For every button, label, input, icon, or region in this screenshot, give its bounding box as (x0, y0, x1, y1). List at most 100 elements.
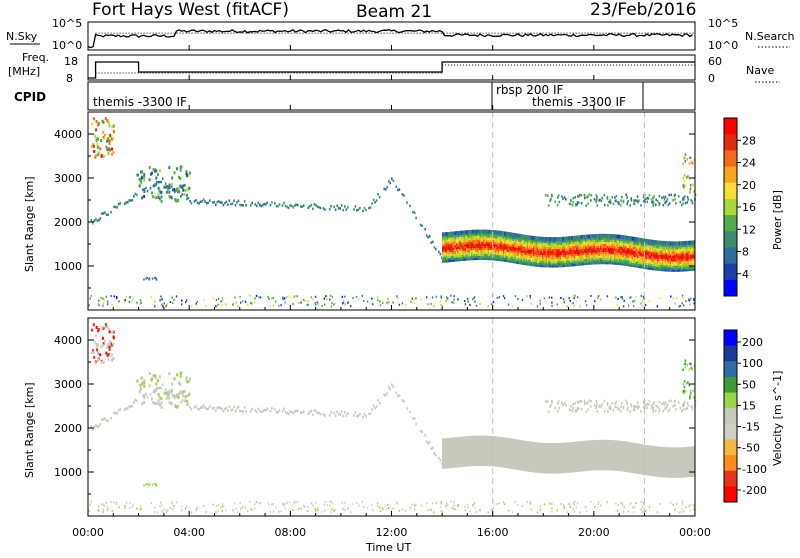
power-cell (249, 295, 250, 297)
velocity-cell (171, 402, 173, 405)
velocity-cell (320, 413, 322, 416)
velocity-cell (133, 401, 135, 404)
velocity-cell (109, 355, 111, 358)
power-cell (453, 299, 454, 301)
velocity-cell (180, 401, 182, 404)
power-cell (116, 206, 118, 209)
velocity-cell (119, 408, 121, 411)
power-cell (338, 207, 340, 210)
power-cell (304, 300, 305, 302)
power-cell (159, 169, 161, 172)
power-cell (388, 298, 389, 300)
power-cell (613, 203, 615, 206)
velocity-cell (195, 405, 197, 408)
power-cell (673, 298, 674, 300)
power-cell (385, 188, 387, 191)
power-cell (590, 295, 591, 297)
power-cell (91, 123, 93, 126)
power-cell (162, 177, 164, 180)
velocity-cell (160, 387, 162, 390)
power-cell (453, 295, 454, 297)
power-cell (558, 194, 560, 197)
power-cell (104, 211, 106, 214)
power-cell (562, 198, 564, 201)
power-cell (110, 211, 112, 214)
velocity-cell (171, 389, 173, 392)
power-cell (267, 296, 268, 298)
power-cell (577, 296, 578, 298)
power-cell (294, 295, 295, 297)
power-cell (167, 303, 168, 305)
velocity-cell (135, 399, 137, 402)
cpid-segment-3: themis -3300 IF (532, 95, 626, 109)
velocity-cell (165, 388, 167, 391)
power-cell (503, 295, 504, 297)
power-cell (102, 138, 104, 141)
power-cell (633, 305, 634, 307)
power-cell (386, 302, 387, 304)
velocity-cell (176, 394, 178, 397)
power-cell (154, 301, 155, 303)
velocity-cell (159, 375, 161, 378)
power-cell (640, 303, 641, 305)
velocity-cell (368, 413, 370, 416)
power-cell (114, 295, 115, 297)
power-cell (693, 298, 694, 300)
velocity-cell (161, 401, 163, 404)
power-cell (373, 199, 375, 202)
power-cell (356, 296, 357, 298)
power-cell (241, 204, 243, 207)
power-cell (173, 299, 174, 301)
power-cell (659, 297, 660, 299)
power-cell (197, 202, 199, 205)
power-cell (687, 201, 689, 204)
velocity-cell (434, 452, 436, 455)
power-cell (102, 131, 104, 134)
power-cell (180, 195, 182, 198)
power-cell (245, 204, 247, 207)
power-cell (112, 137, 114, 140)
power-cell (578, 201, 580, 204)
power-cell (624, 300, 625, 302)
velocity-cell (173, 394, 175, 397)
velocity-cell (385, 394, 387, 397)
power-cell (622, 296, 623, 298)
power-cell (669, 202, 671, 205)
power-cell (260, 296, 261, 298)
power-cell (651, 198, 653, 201)
power-cell (93, 150, 95, 153)
velocity-cell (179, 383, 181, 386)
velocity-cell (265, 409, 267, 412)
power-cell (115, 206, 117, 209)
power-cell (374, 201, 376, 204)
power-cell (491, 303, 492, 305)
power-cell (645, 197, 647, 200)
power-cell (402, 193, 404, 196)
power-cell (213, 298, 214, 300)
power-cell (358, 298, 359, 300)
power-cell (406, 201, 408, 204)
power-cell (280, 304, 281, 306)
power-cell (467, 298, 468, 300)
velocity-cell (270, 410, 272, 413)
power-cell (570, 300, 571, 302)
power-cell (616, 195, 618, 198)
power-cell (112, 304, 113, 306)
power-cell (537, 306, 538, 308)
power-cell (683, 304, 684, 306)
power-cell (684, 174, 686, 177)
noise-sky-trace (88, 30, 693, 48)
velocity-cell (342, 415, 344, 418)
power-cell (664, 198, 666, 201)
power-cell (289, 295, 290, 297)
power-cell (530, 295, 531, 297)
power-cell (171, 183, 173, 186)
power-cell (286, 296, 287, 298)
power-cell (155, 170, 157, 173)
power-cell (596, 196, 598, 199)
power-cell (684, 180, 686, 183)
power-cell (569, 203, 571, 206)
power-cell (376, 199, 378, 202)
power-cell (675, 202, 677, 205)
power-cell (685, 157, 687, 160)
